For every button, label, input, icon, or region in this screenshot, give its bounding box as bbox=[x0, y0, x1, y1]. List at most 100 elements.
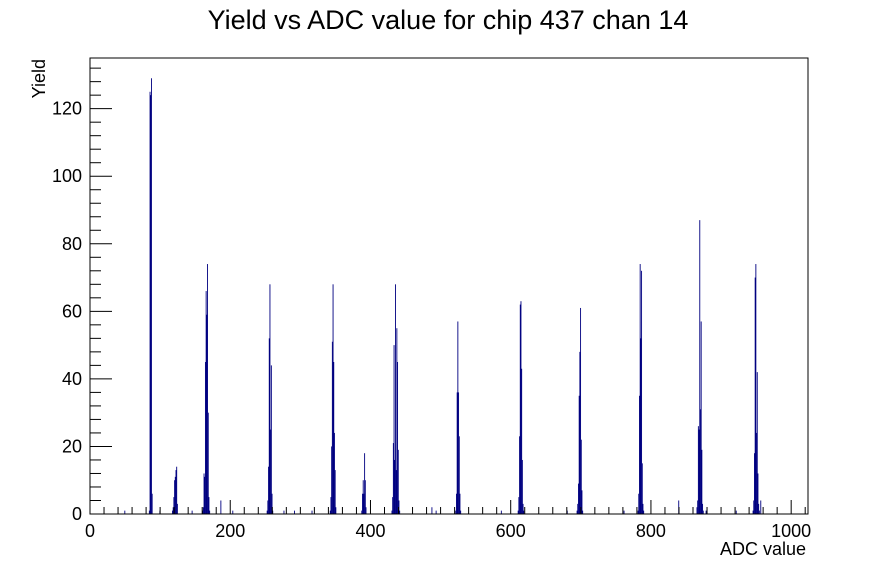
histogram-bin bbox=[204, 476, 206, 514]
histogram-bin bbox=[519, 436, 521, 514]
histogram-bin bbox=[458, 436, 460, 514]
histogram-bin bbox=[331, 341, 333, 514]
histogram-bin bbox=[266, 510, 268, 514]
histogram-bin bbox=[363, 493, 365, 514]
histogram-bin bbox=[151, 78, 152, 515]
histogram-bin bbox=[522, 503, 524, 514]
histogram-bin bbox=[641, 270, 643, 514]
histogram-bin bbox=[148, 510, 150, 514]
histogram-bin bbox=[391, 510, 393, 514]
histogram-bin bbox=[639, 395, 640, 514]
x-tick-label: 1000 bbox=[771, 521, 811, 541]
histogram-bin bbox=[174, 480, 176, 514]
histogram-bin bbox=[459, 493, 461, 514]
histogram-bin bbox=[500, 510, 502, 514]
histogram-bin bbox=[149, 91, 151, 514]
histogram-bin bbox=[580, 307, 582, 514]
histogram-bin bbox=[365, 507, 367, 514]
histogram-bin bbox=[623, 510, 625, 514]
histogram-bin bbox=[283, 510, 285, 514]
histogram-bin bbox=[643, 510, 645, 514]
histogram-bin bbox=[700, 409, 701, 514]
histogram-bin bbox=[456, 392, 458, 514]
y-tick-label: 120 bbox=[52, 99, 82, 119]
histogram-bin bbox=[124, 510, 126, 514]
y-axis-title: Yield bbox=[29, 59, 49, 98]
chart-title: Yield vs ADC value for chip 437 chan 14 bbox=[208, 5, 689, 35]
histogram-bin bbox=[174, 476, 176, 514]
histogram-bin bbox=[521, 368, 523, 514]
histogram-bin bbox=[207, 264, 208, 514]
x-axis-title: ADC value bbox=[720, 539, 806, 559]
histogram-bin bbox=[151, 493, 153, 514]
histogram-bin bbox=[582, 510, 584, 514]
y-tick-label: 100 bbox=[52, 166, 82, 186]
x-axis-ticks: 0 200 400 600 800 1000 bbox=[85, 500, 811, 541]
histogram-bin bbox=[642, 503, 644, 514]
histogram-bin bbox=[202, 507, 204, 514]
histogram-bin bbox=[399, 510, 401, 514]
histogram-bin bbox=[311, 510, 313, 514]
histogram-bin bbox=[270, 365, 272, 514]
histogram-bin bbox=[268, 466, 269, 514]
histogram-bin bbox=[576, 510, 578, 514]
histogram-bin bbox=[270, 429, 272, 514]
histogram-bin bbox=[698, 429, 700, 514]
histogram-bin bbox=[220, 500, 222, 514]
histogram-bin bbox=[172, 507, 174, 514]
histogram-bin bbox=[641, 463, 643, 514]
histogram-bin bbox=[392, 443, 394, 514]
y-tick-label: 20 bbox=[62, 436, 82, 456]
histogram-bin bbox=[435, 510, 437, 514]
histogram-bin bbox=[580, 439, 582, 514]
histogram-bin bbox=[396, 328, 398, 514]
histogram-bin bbox=[517, 510, 519, 514]
histogram-bin bbox=[753, 500, 755, 514]
histogram-bin bbox=[394, 459, 396, 514]
histogram-bin bbox=[755, 264, 757, 514]
histogram-bin bbox=[332, 284, 334, 514]
histogram-bin bbox=[455, 510, 457, 514]
histogram-bin bbox=[460, 510, 462, 514]
histogram-bars bbox=[124, 78, 762, 515]
histogram-bin bbox=[456, 493, 457, 514]
histogram-bin bbox=[330, 497, 332, 514]
x-tick-label: 800 bbox=[636, 521, 666, 541]
histogram-bin bbox=[521, 459, 523, 514]
histogram-bin bbox=[578, 395, 580, 514]
histogram-bin bbox=[754, 277, 756, 514]
histogram-bin bbox=[637, 510, 639, 514]
histogram-bin bbox=[333, 362, 335, 514]
y-tick-label: 60 bbox=[62, 301, 82, 321]
histogram-bin bbox=[331, 446, 333, 514]
histogram-bin bbox=[518, 497, 520, 514]
histogram-bin bbox=[578, 483, 579, 514]
histogram-bin bbox=[191, 510, 193, 514]
histogram-bin bbox=[754, 453, 755, 514]
y-axis-ticks: 0 20 40 60 80 100 120 bbox=[52, 67, 112, 524]
histogram-bin bbox=[702, 510, 704, 514]
histogram-bin bbox=[176, 466, 178, 514]
histogram-bin bbox=[267, 500, 269, 514]
histogram-bin bbox=[361, 510, 363, 514]
histogram-bin bbox=[294, 510, 295, 514]
histogram-bin bbox=[395, 284, 396, 514]
histogram-bin bbox=[362, 493, 363, 514]
histogram-bin bbox=[362, 480, 364, 514]
histogram-bin bbox=[758, 510, 760, 514]
histogram-bin bbox=[206, 314, 208, 514]
histogram-bin bbox=[393, 345, 395, 514]
x-tick-label: 400 bbox=[355, 521, 385, 541]
histogram-bin bbox=[334, 432, 335, 514]
histogram-bin bbox=[756, 432, 758, 514]
histogram-bin bbox=[271, 493, 273, 514]
y-tick-label: 0 bbox=[72, 504, 82, 524]
histogram-bin bbox=[204, 362, 206, 514]
histogram-bin bbox=[757, 473, 759, 514]
histogram-bin bbox=[699, 220, 701, 514]
histogram-bin bbox=[173, 497, 175, 514]
histogram-bin bbox=[457, 321, 459, 514]
histogram-bin bbox=[431, 507, 433, 514]
